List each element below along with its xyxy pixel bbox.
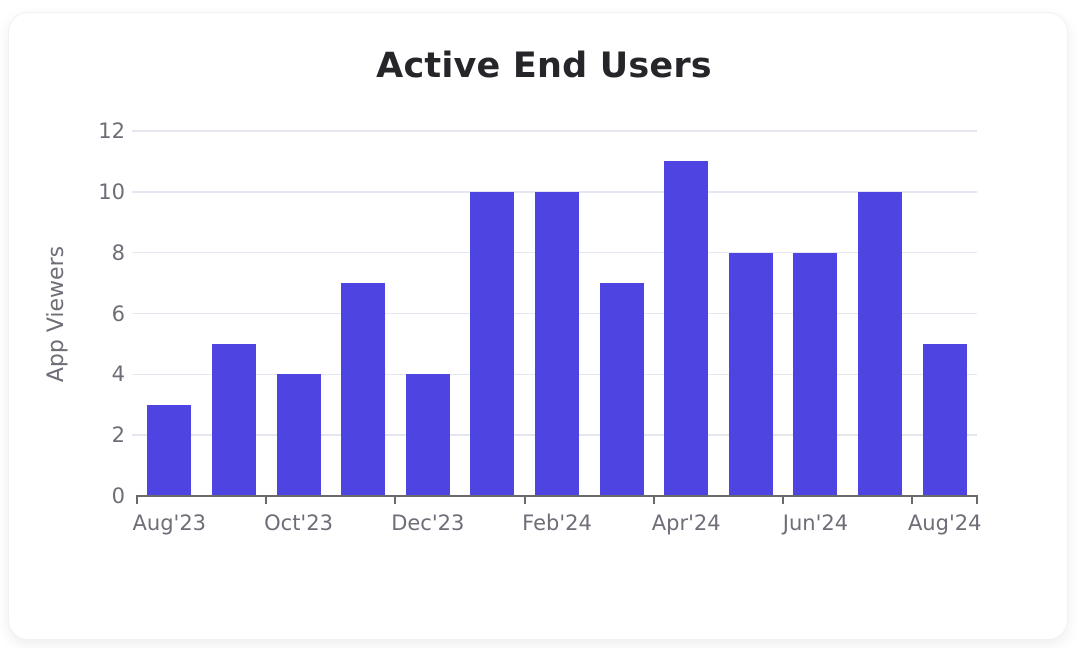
y-tick-label-6: 6 [111, 301, 125, 326]
x-axis-tick [265, 495, 268, 504]
bar-aug24[interactable] [922, 343, 967, 496]
chart-title: Active End Users [376, 46, 712, 86]
x-axis-tick [976, 495, 978, 504]
x-tick-label-oct23: Oct'23 [264, 511, 333, 535]
y-tick-label-4: 4 [111, 362, 125, 387]
bar-apr24[interactable] [664, 161, 709, 496]
x-tick-label-feb24: Feb'24 [522, 511, 592, 535]
y-tick-label-2: 2 [111, 423, 125, 448]
gridline-y-12 [132, 130, 977, 132]
bar-sep23[interactable] [211, 343, 256, 496]
x-axis-tick [782, 495, 785, 504]
y-tick-label-10: 10 [98, 179, 125, 204]
x-tick-label-aug23: Aug'23 [132, 511, 207, 535]
bar-dec23[interactable] [405, 374, 450, 496]
bar-jan24[interactable] [470, 191, 515, 496]
x-tick-label-jun24: Jun'24 [782, 511, 849, 535]
bar-feb24[interactable] [535, 191, 579, 496]
bar-nov23[interactable] [341, 283, 386, 496]
x-axis-tick [652, 495, 655, 504]
bar-oct23[interactable] [276, 374, 321, 496]
y-tick-label-12: 12 [98, 119, 125, 143]
bar-mar24[interactable] [599, 283, 644, 496]
x-axis-tick [911, 495, 914, 504]
x-axis-tick [523, 495, 526, 504]
x-axis-line [137, 495, 977, 497]
bar-aug23[interactable] [147, 404, 192, 496]
x-tick-label-apr24: Apr'24 [651, 511, 721, 535]
bar-may24[interactable] [728, 252, 773, 496]
x-axis-tick [136, 495, 138, 504]
x-axis-tick [394, 495, 397, 504]
bar-jun24[interactable] [793, 252, 838, 496]
y-tick-label-0: 0 [111, 484, 125, 508]
y-tick-label-8: 8 [111, 240, 125, 265]
x-tick-label-dec23: Dec'23 [391, 511, 465, 535]
bar-jul24[interactable] [858, 191, 903, 496]
x-tick-label-aug24: Aug'24 [907, 511, 982, 535]
